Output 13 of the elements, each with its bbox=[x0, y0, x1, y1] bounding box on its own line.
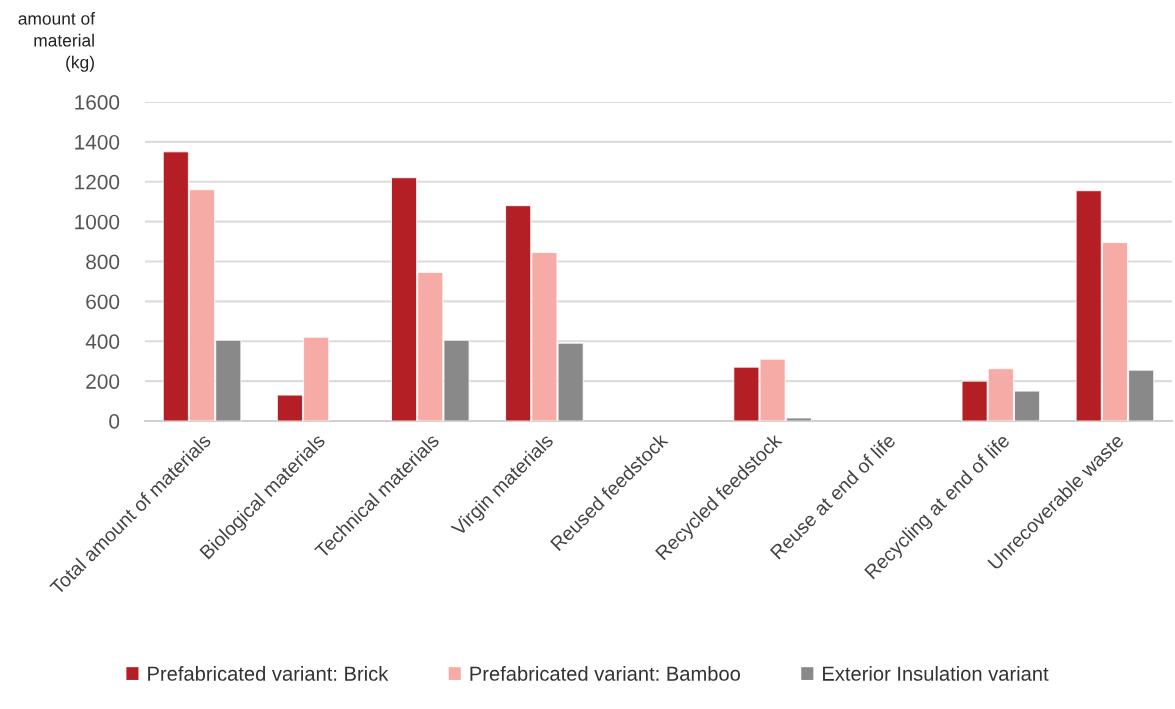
y-tick-label: 1000 bbox=[75, 214, 120, 230]
y-tick-label: 0 bbox=[109, 414, 120, 429]
legend-label: Prefabricated variant: Bamboo bbox=[470, 666, 741, 681]
y-tick-label: 1200 bbox=[75, 174, 120, 190]
y-tick-label: 200 bbox=[86, 374, 120, 389]
y-axis-title: amount of material (kg) bbox=[18, 12, 96, 72]
y-tick-label: 1400 bbox=[75, 134, 120, 150]
y-tick-label: 600 bbox=[86, 294, 120, 310]
y-tick-label: 1600 bbox=[75, 95, 120, 110]
y-tick-label: 800 bbox=[86, 254, 120, 270]
legend-label: Exterior Insulation variant bbox=[823, 666, 1049, 681]
legend-label: Prefabricated variant: Brick bbox=[148, 666, 389, 681]
y-tick-label: 400 bbox=[85, 334, 120, 349]
